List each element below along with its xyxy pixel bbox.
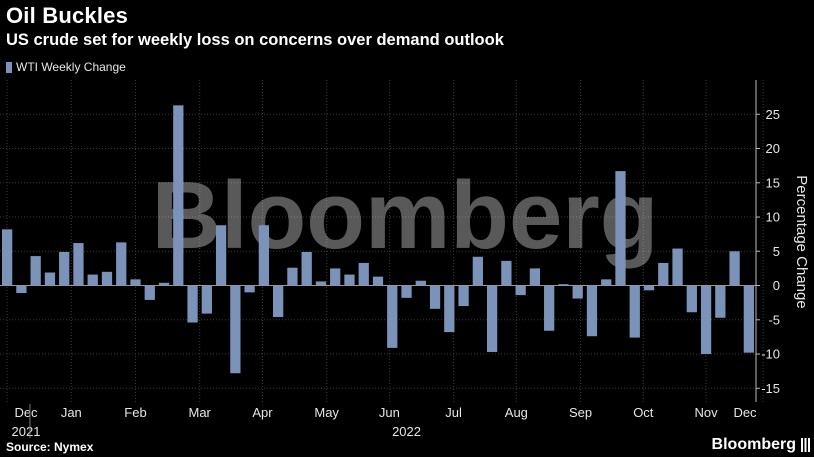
bar xyxy=(458,285,469,307)
bar xyxy=(572,285,583,299)
x-tick-label: Nov xyxy=(695,405,719,420)
bar xyxy=(1,229,13,286)
bar xyxy=(201,285,212,314)
bar xyxy=(144,285,155,300)
bar xyxy=(344,274,355,286)
y-axis-ticks: 25 20 15 10 5 0 -5 -10 -15 xyxy=(756,107,780,396)
bar xyxy=(301,251,312,286)
legend: WTI Weekly Change xyxy=(6,60,126,74)
bar xyxy=(501,260,512,286)
y-axis-label: Percentage Change xyxy=(793,175,810,308)
y-tick-label: 20 xyxy=(766,141,780,156)
bar xyxy=(586,285,598,337)
x-year-label: 2021 xyxy=(12,424,41,439)
x-tick-label: Aug xyxy=(505,405,528,420)
brand-label: Bloomberg xyxy=(711,436,796,453)
watermark: Bloomberg xyxy=(152,162,659,269)
x-tick-label: Jul xyxy=(445,405,462,420)
x-tick-label: Jan xyxy=(61,405,82,420)
y-tick-label: 10 xyxy=(766,210,780,225)
bar xyxy=(44,272,56,286)
bar xyxy=(244,285,255,293)
bar xyxy=(729,251,740,286)
chart-subtitle: US crude set for weekly loss on concerns… xyxy=(6,31,504,49)
chart-title: Oil Buckles xyxy=(6,3,129,28)
bar xyxy=(658,262,669,286)
bar xyxy=(444,285,455,333)
y-tick-label: 15 xyxy=(766,175,780,190)
y-tick-label: 25 xyxy=(766,107,780,122)
legend-swatch xyxy=(6,61,12,73)
bar xyxy=(287,267,298,286)
bar xyxy=(643,285,655,291)
bar xyxy=(615,171,626,286)
x-tick-label: Feb xyxy=(124,405,146,420)
bar xyxy=(558,284,569,286)
bar xyxy=(672,248,683,286)
bloomberg-bars-icon xyxy=(801,438,810,452)
bars xyxy=(1,105,755,374)
x-axis-ticks: Dec Jan Feb Mar Apr May Jun Jul Aug Sep Oct Nov Dec 2… xyxy=(12,404,757,439)
y-tick-label: -10 xyxy=(761,347,780,362)
bar xyxy=(715,285,726,318)
x-tick-label: Dec xyxy=(733,405,757,420)
bar xyxy=(544,285,555,331)
bar xyxy=(330,268,341,286)
bar xyxy=(158,282,170,286)
bar xyxy=(315,281,327,286)
bar xyxy=(372,276,384,286)
bar xyxy=(401,285,412,298)
bar xyxy=(601,279,612,286)
source-note: Source: Nymex xyxy=(6,440,94,454)
bar xyxy=(73,243,84,286)
bar xyxy=(101,271,113,286)
y-tick-label: 5 xyxy=(773,244,780,259)
bar xyxy=(116,242,127,286)
bar xyxy=(415,280,426,286)
legend-label: WTI Weekly Change xyxy=(16,60,126,74)
bar xyxy=(130,279,141,286)
bar xyxy=(529,268,541,286)
x-tick-label: Jun xyxy=(379,405,400,420)
x-tick-label: May xyxy=(314,405,339,420)
bar xyxy=(230,285,241,374)
y-tick-label: -5 xyxy=(768,312,780,327)
bar xyxy=(700,285,712,355)
x-tick-label: Dec xyxy=(14,405,38,420)
bar xyxy=(686,285,697,313)
bar xyxy=(486,285,498,352)
bar xyxy=(273,285,284,318)
bloomberg-logo: Bloomberg xyxy=(712,436,810,454)
y-tick-label: 0 xyxy=(773,278,780,293)
bar xyxy=(258,225,270,286)
bar xyxy=(215,225,227,286)
x-tick-label: Mar xyxy=(189,405,212,420)
bar xyxy=(87,274,98,286)
bar xyxy=(387,285,398,348)
x-year-label: 2022 xyxy=(392,424,421,439)
bar xyxy=(30,256,41,286)
bar xyxy=(429,285,441,309)
y-tick-label: -15 xyxy=(761,381,780,396)
bar xyxy=(472,256,483,286)
bar xyxy=(173,105,184,286)
x-tick-label: Apr xyxy=(252,405,273,420)
x-tick-label: Oct xyxy=(633,405,654,420)
bar xyxy=(743,285,755,353)
bar xyxy=(187,285,198,323)
bar xyxy=(59,251,70,286)
bar xyxy=(16,285,27,294)
bar xyxy=(629,285,640,338)
bar xyxy=(358,262,369,286)
x-tick-label: Sep xyxy=(569,405,592,420)
bar xyxy=(515,285,526,296)
